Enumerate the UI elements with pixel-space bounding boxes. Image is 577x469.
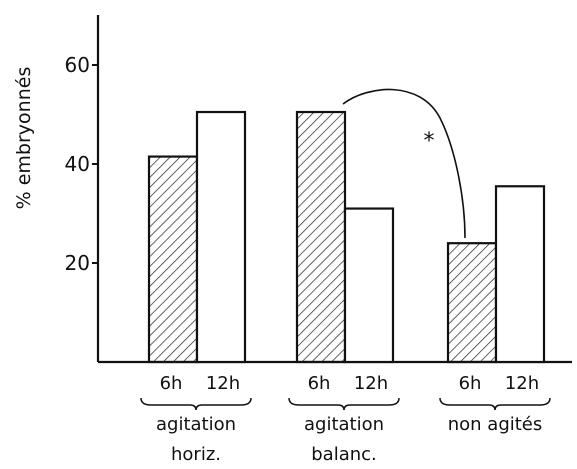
y-tick-label-20: 20 [65,251,90,275]
bars [147,110,546,364]
bar-group1-6h [147,155,199,364]
significance-star: * [424,129,435,154]
group-brace [439,397,551,411]
group-label: non agités [448,414,543,435]
group-label: agitation [156,414,236,435]
group-brace [140,397,252,411]
y-tick-label-60: 60 [65,53,90,77]
time-label: 12h [505,373,539,394]
time-label: 6h [459,373,482,394]
y-ticks: 20 40 60 [65,53,98,275]
time-label: 6h [308,373,331,394]
time-label: 12h [354,373,388,394]
group-label: balanc. [311,444,377,465]
group-label: agitation [304,414,384,435]
bar-group2-12h [343,207,395,364]
significance-arc [342,88,466,239]
time-label: 12h [206,373,240,394]
x-labels: 6h 12h agitation horiz. 6h 12h agitation balanc… [140,373,551,465]
bar-group3-6h [446,242,498,364]
y-tick-label-40: 40 [65,152,90,176]
bar-group3-12h [494,185,546,364]
bar-group2-6h [295,110,347,364]
y-axis-label: % embryonnés [13,67,35,210]
bar-group1-12h [195,110,247,364]
group-brace [288,397,400,411]
group-label: horiz. [171,444,221,465]
time-label: 6h [160,373,183,394]
